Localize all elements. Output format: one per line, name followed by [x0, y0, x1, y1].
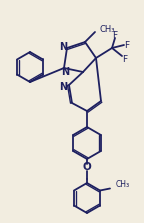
Text: N: N	[61, 67, 69, 77]
Text: F: F	[122, 54, 128, 64]
Text: CH₃: CH₃	[100, 25, 115, 35]
Text: N: N	[59, 82, 67, 92]
Text: CH₃: CH₃	[116, 180, 130, 189]
Text: F: F	[112, 31, 118, 39]
Text: F: F	[124, 41, 130, 50]
Text: N: N	[59, 42, 67, 52]
Text: O: O	[83, 162, 91, 172]
